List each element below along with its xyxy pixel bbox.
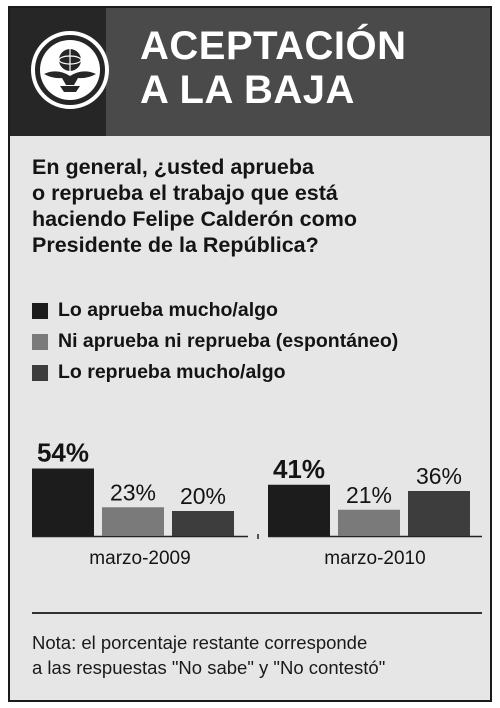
legend-swatch-reprueba: [32, 364, 48, 381]
chart-legend: Lo aprueba mucho/algo Ni aprueba ni repr…: [32, 295, 492, 388]
bar: [172, 511, 234, 536]
eagle-globe-logo-icon: [31, 31, 109, 109]
bar: [102, 507, 164, 536]
note-line-2: a las respuestas "No sabe" y "No contest…: [32, 657, 386, 678]
title-line-1: ACEPTACIÓN: [140, 24, 407, 68]
legend-label-reprueba: Lo reprueba mucho/algo: [58, 361, 286, 383]
data-label: 23%: [110, 479, 156, 505]
data-label: 20%: [180, 483, 226, 509]
bar: [32, 468, 94, 536]
legend-item-ni-aprueba: Ni aprueba ni reprueba (espontáneo): [32, 326, 492, 357]
question-line-3: haciendo Felipe Calderón como: [32, 207, 357, 231]
footnote: Nota: el porcentaje restante corresponde…: [32, 630, 482, 680]
bar-chart: 54% 23% 20% marzo-2009 41% 21% 36% marzo-2010: [32, 438, 482, 569]
legend-item-aprueba: Lo aprueba mucho/algo: [32, 295, 492, 326]
data-label: 36%: [416, 463, 462, 489]
legend-swatch-aprueba: [32, 302, 48, 319]
legend-swatch-ni-aprueba: [32, 333, 48, 350]
divider: [32, 612, 482, 614]
bar: [338, 509, 400, 536]
legend-item-reprueba: Lo reprueba mucho/algo: [32, 357, 492, 388]
bar: [408, 491, 470, 536]
title-line-2: A LA BAJA: [140, 68, 355, 112]
data-label: 41%: [273, 454, 325, 484]
question-line-1: En general, ¿usted aprueba: [32, 155, 314, 179]
data-label: 21%: [346, 482, 392, 508]
note-line-1: Nota: el porcentaje restante corresponde: [32, 632, 368, 653]
poll-card: ACEPTACIÓN A LA BAJA En general, ¿usted …: [8, 6, 492, 702]
category-label: marzo-2009: [89, 548, 190, 569]
category-label: marzo-2010: [324, 548, 425, 569]
data-label: 54%: [37, 438, 89, 468]
survey-question: En general, ¿usted aprueba o reprueba el…: [32, 154, 482, 258]
bar: [268, 484, 330, 536]
legend-label-aprueba: Lo aprueba mucho/algo: [58, 299, 278, 321]
question-line-4: Presidente de la República?: [32, 233, 319, 257]
question-line-2: o reprueba el trabajo que está: [32, 181, 338, 205]
legend-label-ni-aprueba: Ni aprueba ni reprueba (espontáneo): [58, 330, 399, 352]
page-title: ACEPTACIÓN A LA BAJA: [140, 24, 406, 112]
header-banner: ACEPTACIÓN A LA BAJA: [10, 8, 490, 136]
